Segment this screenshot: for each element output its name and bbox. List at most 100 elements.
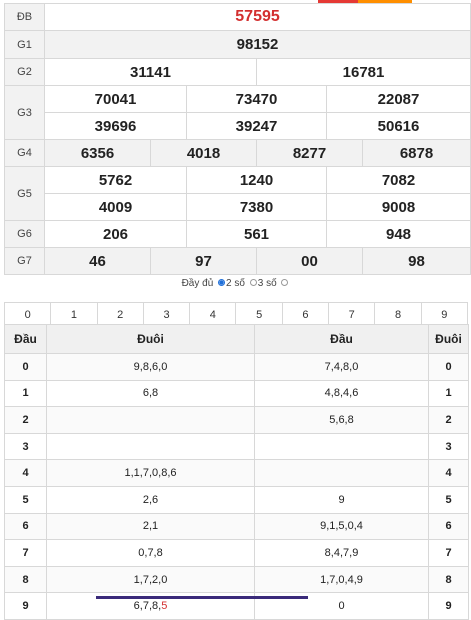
row-dau: 3 xyxy=(4,432,47,461)
accent-segment-orange xyxy=(358,0,412,3)
row-duoi: 2,6 xyxy=(46,485,255,514)
g3-value-6: 50616 xyxy=(325,112,471,140)
g6-value-1: 206 xyxy=(44,220,187,248)
table-row: 7 0,7,8 8,4,7,9 7 xyxy=(4,539,469,567)
prize-label-g1: G1 xyxy=(4,30,45,59)
row-duoi: 1,1,7,0,8,6 xyxy=(46,459,255,487)
row-duoi2: 3 xyxy=(428,432,469,461)
row-dau2: 9,1,5,0,4 xyxy=(254,512,429,541)
row-dau: 1 xyxy=(4,379,47,408)
header-duoi-right: Đuôi xyxy=(428,324,469,354)
row-dau: 5 xyxy=(4,485,47,514)
table-row: 3 3 xyxy=(4,432,469,461)
g5-value-6: 9008 xyxy=(325,193,471,221)
row-dau2: 4,8,4,6 xyxy=(254,379,429,408)
row-duoi2: 6 xyxy=(428,512,469,541)
row-dau2: 1,7,0,4,9 xyxy=(254,565,429,594)
row-duoi xyxy=(46,406,255,434)
prize-label-g6: G6 xyxy=(4,220,45,248)
prize-label-g3: G3 xyxy=(4,85,45,140)
digit-filter-3[interactable]: 3 xyxy=(142,302,191,328)
g5-value-4: 4009 xyxy=(44,193,187,221)
g7-value-4: 98 xyxy=(361,247,471,275)
row-dau: 9 xyxy=(4,592,47,620)
row-duoi: 0,7,8 xyxy=(46,539,255,567)
table-row: 4 1,1,7,0,8,6 4 xyxy=(4,459,469,487)
g4-value-2: 4018 xyxy=(150,139,257,167)
g6-value-2: 561 xyxy=(186,220,327,248)
row-dau2 xyxy=(254,432,429,461)
row-duoi2: 0 xyxy=(428,353,469,381)
g3-value-5: 39247 xyxy=(186,112,327,140)
g3-value-4: 39696 xyxy=(44,112,187,140)
g5-value-2: 1240 xyxy=(186,166,327,194)
g4-value-1: 6356 xyxy=(44,139,151,167)
digit-filter-7[interactable]: 7 xyxy=(328,302,376,328)
row-duoi2: 1 xyxy=(428,379,469,408)
radio-full[interactable] xyxy=(281,279,289,287)
prize-label-g4: G4 xyxy=(4,139,45,167)
row-dau: 0 xyxy=(4,353,47,381)
row-dau2: 5,6,8 xyxy=(254,406,429,434)
radio-two-digit[interactable] xyxy=(218,279,226,287)
row-dau2: 7,4,8,0 xyxy=(254,353,429,381)
g7-value-2: 97 xyxy=(150,247,257,275)
header-dau-left: Đầu xyxy=(4,324,47,354)
table-row: 2 5,6,8 2 xyxy=(4,406,469,434)
row-dau: 6 xyxy=(4,512,47,541)
row-dau2 xyxy=(254,459,429,487)
g1-value: 98152 xyxy=(43,30,471,59)
accent-segment-red xyxy=(318,0,358,3)
header-duoi-left: Đuôi xyxy=(46,324,255,354)
special-prize-value: 57595 xyxy=(43,3,471,31)
digit-filter-9[interactable]: 9 xyxy=(420,302,469,328)
g4-value-3: 8277 xyxy=(256,139,363,167)
g6-value-3: 948 xyxy=(325,220,471,248)
prize-label-db: ĐB xyxy=(4,3,45,31)
table-row: 1 6,8 4,8,4,6 1 xyxy=(4,379,469,408)
g5-value-3: 7082 xyxy=(325,166,471,194)
bottom-banner-strip xyxy=(96,596,308,599)
row-duoi xyxy=(46,432,255,461)
header-dau-right: Đầu xyxy=(254,324,429,354)
option-two-digit-label[interactable]: 2 số xyxy=(226,278,245,289)
row-dau: 7 xyxy=(4,539,47,567)
results-table: ĐB 57595 G1 98152 G2 31141 16781 G3 7004… xyxy=(4,3,471,275)
g3-value-2: 73470 xyxy=(186,85,327,113)
table-row: 8 1,7,2,0 1,7,0,4,9 8 xyxy=(4,565,469,594)
table-row: 0 9,8,6,0 7,4,8,0 0 xyxy=(4,353,469,381)
row-duoi2: 4 xyxy=(428,459,469,487)
g4-value-4: 6878 xyxy=(361,139,471,167)
row-duoi: 9,8,6,0 xyxy=(46,353,255,381)
g5-value-1: 5762 xyxy=(44,166,187,194)
row-duoi2: 9 xyxy=(428,592,469,620)
prize-label-g2: G2 xyxy=(4,58,45,86)
top-accent-bar xyxy=(0,0,471,3)
row-duoi2: 7 xyxy=(428,539,469,567)
row-dau: 2 xyxy=(4,406,47,434)
digit-filter-5[interactable]: 5 xyxy=(235,302,283,328)
g2-value-2: 16781 xyxy=(255,58,471,86)
g2-value-1: 31141 xyxy=(44,58,257,86)
g3-value-3: 22087 xyxy=(325,85,471,113)
row-dau2: 8,4,7,9 xyxy=(254,539,429,567)
display-options: Đầy đủ 2 số 3 số xyxy=(0,278,471,289)
g3-value-1: 70041 xyxy=(44,85,187,113)
row-duoi2: 8 xyxy=(428,565,469,594)
g7-value-3: 00 xyxy=(256,247,363,275)
option-full-label[interactable]: Đầy đủ xyxy=(181,278,214,289)
radio-three-digit[interactable] xyxy=(249,279,257,287)
digit-filter-6[interactable]: 6 xyxy=(281,302,330,328)
row-dau: 8 xyxy=(4,565,47,594)
row-duoi2: 5 xyxy=(428,485,469,514)
table-row: 6 2,1 9,1,5,0,4 6 xyxy=(4,512,469,541)
row-dau2-highlight: 9 xyxy=(254,485,429,514)
row-duoi: 6,8 xyxy=(46,379,255,408)
loto-table: Đầu Đuôi Đầu Đuôi 0 9,8,6,0 7,4,8,0 0 1 … xyxy=(4,324,469,620)
prize-label-g5: G5 xyxy=(4,166,45,221)
row-duoi2: 2 xyxy=(428,406,469,434)
option-three-digit-label[interactable]: 3 số xyxy=(257,278,277,289)
row-dau: 4 xyxy=(4,459,47,487)
digit-filter-0[interactable]: 0 xyxy=(3,302,52,328)
g7-value-1: 46 xyxy=(44,247,151,275)
